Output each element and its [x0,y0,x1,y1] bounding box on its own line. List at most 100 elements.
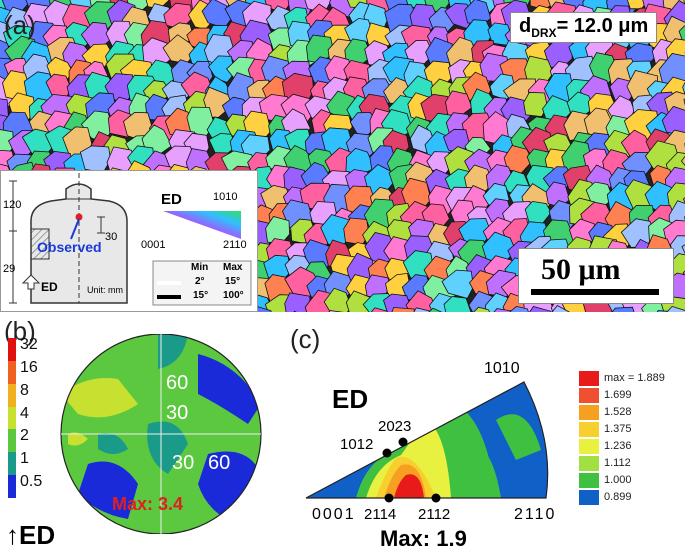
grain [383,293,412,312]
grain [509,305,529,312]
grain [680,155,685,166]
ipf-ed-label: ED [332,384,369,414]
colorbar-b-swatch [8,475,16,498]
colorbar-c-label: 1.000 [604,474,632,486]
scale-bar-label: 50 μm [541,253,621,286]
boundary-max-header: Max [223,262,243,273]
colorbar-c-label: 1.112 [604,457,631,469]
colorbar-b-label: 8 [20,381,29,399]
pole-2112 [431,493,441,503]
grain [370,307,388,312]
pf-angle-30-right: 30 [172,452,195,474]
grain [611,306,635,312]
pole-2114 [384,493,394,503]
boundary-row2-max: 100° [223,290,244,301]
colorbar-c-label: 1.699 [604,389,632,401]
observed-label: Observed [37,239,102,255]
ipf-key-1010: 1010 [213,191,238,203]
boundary-min-header: Min [191,262,209,273]
dim-120: 120 [3,199,22,211]
grain [529,306,552,312]
colorbar-c-label: 0.899 [604,491,632,503]
colorbar-b-swatch [8,338,16,361]
grain [441,269,474,299]
colorbar-b-swatch [8,360,16,384]
ipf-key-2110: 2110 [223,239,247,251]
dim-30: 30 [105,231,118,243]
colorbar-b-swatch [8,383,16,407]
unit-label: Unit: mm [87,285,123,295]
grain [405,290,438,312]
grain [254,306,272,312]
ipf-key-ed: ED [161,191,182,208]
pf-angle-30-top: 30 [166,402,189,424]
panel-a-label: (a) [4,10,36,40]
grain [523,91,548,118]
pole-1012 [382,448,392,458]
grain [207,55,235,83]
pole-figure [60,334,262,534]
colorbar-b-swatch [8,452,16,476]
pole-2023 [398,437,408,447]
grain-size-box: dDRX= 12.0 μm [510,12,658,43]
colorbar-c-label: 1.236 [604,440,632,452]
ed-arrow-icon [21,274,41,290]
sample-schematic-inset: 120 29 30 Observed ED Unit: mm ED 1010 0… [0,170,258,312]
colorbar-c-label: 1.528 [604,406,632,418]
ipf-pole-2112-label: 2112 [418,506,451,523]
grain-size-symbol: d [519,15,532,37]
grain [391,307,415,312]
scale-bar [531,289,659,295]
scale-bar-box: 50 μm [518,248,674,304]
ipf-corner-2110: 2110 [514,506,557,523]
grain [473,306,490,312]
observed-point [75,213,83,221]
inset-ed-label: ED [41,280,58,294]
grain [328,310,344,312]
colorbar-c-swatch [578,455,600,472]
colorbar-b-label: 16 [20,358,38,376]
ipf-pole-2023-label: 2023 [378,418,412,435]
colorbar-b-label: 32 [20,336,38,353]
boundary-row1-max: 15° [225,276,241,287]
colorbar-c-swatch [578,404,600,421]
grain [681,244,685,255]
grain-size-value: = 12.0 μm [556,15,649,37]
colorbar-b-swatch [8,429,16,453]
ipf-corner-1010: 1010 [484,360,520,377]
grain [682,81,685,96]
ipf-pole-1012-label: 1012 [340,436,374,453]
pf-ed-text: ED [19,520,56,550]
grain [428,307,443,312]
ipf-pole-2114-label: 2114 [364,506,397,523]
pf-angle-60-right: 60 [208,452,231,474]
dim-29: 29 [3,263,16,275]
grain-size-subscript: DRX [531,26,557,40]
colorbar-b-label: 0.5 [20,473,43,491]
grain [323,287,352,312]
colorbar-b-label: 2 [20,427,29,445]
colorbar-c-swatch [578,472,600,489]
ipf-color-key [163,211,241,239]
ipf-colorbar: max = 1.889 1.699 1.528 1.375 1.236 1.112 1.00… [578,370,678,506]
boundary-row1-min: 2° [195,276,205,287]
ipf-corner-0001: 0001 [312,506,356,523]
colorbar-b-label: 4 [20,404,29,422]
colorbar-c-label: 1.375 [604,423,632,435]
colorbar-c-swatch [578,421,600,438]
colorbar-c-swatch [578,387,600,404]
grain [284,292,311,312]
grain [666,305,685,312]
pole-figure-colorbar: 32 16 8 4 2 1 0.5 [8,336,42,498]
colorbar-b-swatch [8,406,16,430]
colorbar-b-label: 1 [20,450,29,468]
colorbar-c-label: max = 1.889 [604,372,665,384]
colorbar-c-swatch [578,489,600,506]
sample-drawing [9,173,252,306]
colorbar-c-swatch [578,370,600,387]
grain [443,296,472,312]
ipf-key-0001: 0001 [141,239,166,251]
boundary-row2-min: 15° [193,290,209,301]
pf-max-label: Max: 3.4 [112,494,184,514]
pf-angle-60-top: 60 [166,372,189,394]
